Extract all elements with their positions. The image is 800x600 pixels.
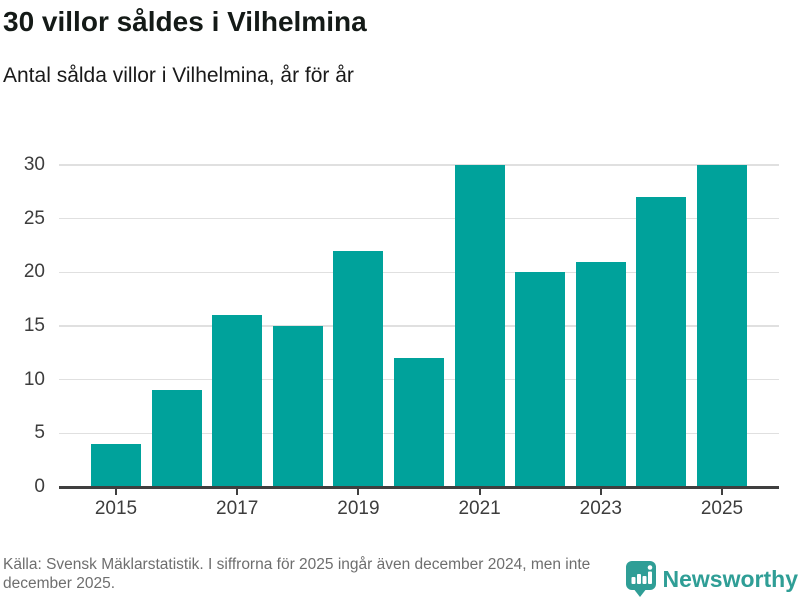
bar-2017 <box>212 315 263 487</box>
bar-2023 <box>575 261 626 487</box>
bar-2020 <box>394 358 444 487</box>
x-tick-2023 <box>599 488 602 495</box>
y-axis-label-30: 30 <box>23 154 45 175</box>
bar-2016 <box>151 390 202 487</box>
newsworthy-logo-icon <box>625 561 656 597</box>
y-axis-label-0: 0 <box>34 476 45 497</box>
y-axis-label-10: 10 <box>23 368 45 390</box>
newsworthy-logo-text: Newsworthy <box>662 565 798 592</box>
bar-2021 <box>454 165 505 487</box>
y-axis-label-5: 5 <box>34 422 45 444</box>
source-note: Källa: Svensk Mäklarstatistik. I siffror… <box>3 556 591 592</box>
gridline-30 <box>59 164 779 166</box>
x-axis-label-2025: 2025 <box>700 498 744 519</box>
chart-subtitle: Antal sålda villor i Vilhelmina, år för … <box>3 64 354 87</box>
gridline-15 <box>59 325 779 327</box>
bar-2024 <box>636 197 687 487</box>
x-tick-2019 <box>357 488 360 495</box>
y-axis-label-25: 25 <box>23 207 45 229</box>
newsworthy-logo: Newsworthy <box>625 561 798 597</box>
gridline-20 <box>59 271 779 274</box>
y-axis-label-20: 20 <box>23 261 45 283</box>
bar-2018 <box>272 326 323 487</box>
x-tick-2017 <box>236 488 239 495</box>
x-tick-2025 <box>721 488 723 495</box>
x-axis-label-2019: 2019 <box>337 498 380 519</box>
bar-2019 <box>333 250 384 487</box>
bar-2025 <box>697 165 747 487</box>
x-axis-line <box>59 486 779 489</box>
gridline-25 <box>59 217 779 220</box>
y-axis-label-15: 15 <box>23 315 45 336</box>
x-tick-2015 <box>115 488 117 495</box>
x-axis-label-2023: 2023 <box>579 498 622 519</box>
x-axis-label-2017: 2017 <box>216 498 259 519</box>
bar-2022 <box>515 272 566 487</box>
x-axis-label-2021: 2021 <box>458 498 501 519</box>
bar-2015 <box>91 444 141 487</box>
x-tick-2021 <box>478 488 481 495</box>
chart-title: 30 villor såldes i Vilhelmina <box>3 6 367 37</box>
x-axis-label-2015: 2015 <box>94 498 138 519</box>
